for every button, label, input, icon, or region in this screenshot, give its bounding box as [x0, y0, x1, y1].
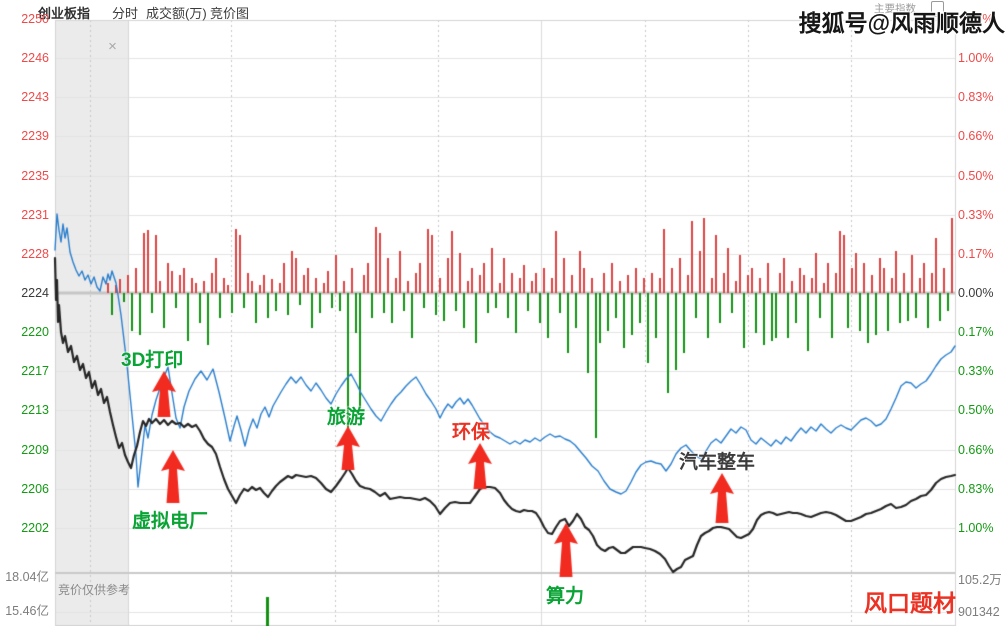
- right-axis-tick: 0.50%: [958, 169, 994, 183]
- right-axis-tick: 1.00%: [958, 51, 994, 65]
- right-axis-tick: 901342: [958, 605, 1000, 619]
- right-axis-tick: 0.00%: [958, 286, 994, 300]
- left-axis-tick: 2235: [21, 169, 49, 183]
- left-axis-tick: 2202: [21, 521, 49, 535]
- annotation-label: 旅游: [327, 407, 366, 428]
- annotation-label: 虚拟电厂: [132, 511, 209, 532]
- right-axis-tick: 1.00%: [958, 521, 994, 535]
- left-axis-tick: 2209: [21, 443, 49, 457]
- tab-auction-chart[interactable]: 竞价图: [210, 6, 250, 21]
- right-axis-tick: 1.16%: [958, 12, 994, 26]
- tab-index-name[interactable]: 创业板指: [38, 6, 91, 21]
- tab-minute-chart[interactable]: 分时: [112, 6, 139, 21]
- right-axis-tick: 0.83%: [958, 482, 994, 496]
- tab-turnover[interactable]: 成交额(万): [146, 6, 207, 21]
- left-axis-tick: 2220: [21, 325, 49, 339]
- device-icon[interactable]: [931, 1, 944, 17]
- left-axis-tick: 18.04亿: [5, 570, 49, 584]
- right-axis-tick: 0.17%: [958, 325, 994, 339]
- left-axis-tick: 2250: [21, 12, 49, 26]
- annotation-label: 算力: [546, 586, 585, 607]
- left-axis-tick: 2239: [21, 129, 49, 143]
- left-axis-tick: 2228: [21, 247, 49, 261]
- left-axis-tick: 15.46亿: [5, 604, 49, 618]
- annotation-label: 汽车整车: [679, 452, 756, 473]
- right-axis-tick: 0.50%: [958, 403, 994, 417]
- right-axis-tick: 0.33%: [958, 208, 994, 222]
- left-axis-tick: 2243: [21, 90, 49, 104]
- right-axis-tick: 0.17%: [958, 247, 994, 261]
- left-axis-tick: 2224: [21, 286, 49, 300]
- left-axis-tick: 2246: [21, 51, 49, 65]
- left-axis-tick: 2217: [21, 364, 49, 378]
- hot-topic-label: 风口题材: [864, 590, 956, 616]
- left-axis-tick: 2213: [21, 403, 49, 417]
- annotation-label: 3D打印: [121, 350, 184, 371]
- right-axis-tick: 0.33%: [958, 364, 994, 378]
- watermark-text: 搜狐号@风雨顺德人: [798, 10, 1005, 36]
- main-index-menu[interactable]: 主要指数: [874, 3, 916, 15]
- annotation-label: 环保: [452, 422, 491, 443]
- right-axis-tick: 105.2万: [958, 573, 1002, 587]
- left-axis-tick: 2206: [21, 482, 49, 496]
- auction-note: 竞价仅供参考: [58, 583, 131, 597]
- right-axis-tick: 0.66%: [958, 129, 994, 143]
- left-axis-tick: 2231: [21, 208, 49, 222]
- right-axis-tick: 0.83%: [958, 90, 994, 104]
- close-icon[interactable]: ×: [108, 38, 117, 55]
- right-axis-tick: 0.66%: [958, 443, 994, 457]
